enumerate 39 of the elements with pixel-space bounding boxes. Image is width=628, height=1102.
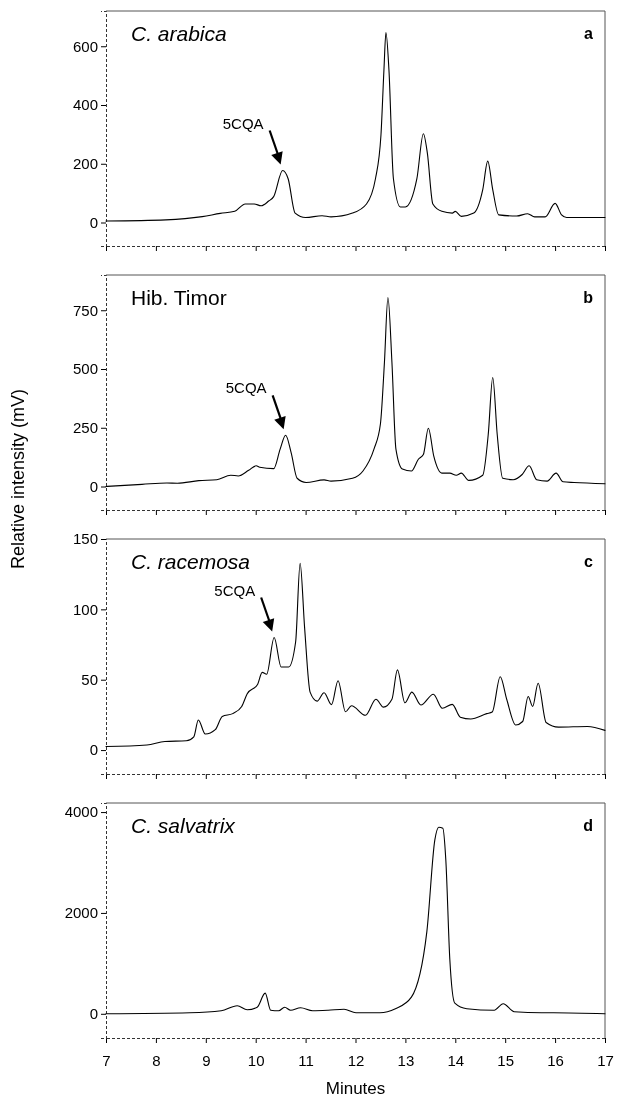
text: C. arabica xyxy=(131,22,227,45)
annotation: a xyxy=(584,25,594,42)
x-tick-label: 7 xyxy=(102,1051,111,1069)
y-tick-label: 150 xyxy=(72,530,98,548)
x-tick-label: 17 xyxy=(597,1051,614,1069)
y-tick-label: 0 xyxy=(89,741,98,759)
x-tick-label: 9 xyxy=(202,1051,211,1069)
y-tick-label: 500 xyxy=(72,360,98,378)
y-tick-label: 750 xyxy=(72,301,98,319)
text: Hib. Timor xyxy=(131,286,227,309)
y-tick-label: 2000 xyxy=(64,904,98,922)
annotation: b xyxy=(583,289,594,306)
x-tick-label: 14 xyxy=(447,1051,465,1069)
annotation: 5CQA xyxy=(225,379,267,397)
text: C. racemosa xyxy=(131,550,251,573)
y-tick-label: 50 xyxy=(81,671,98,689)
y-tick-label: 100 xyxy=(72,600,98,618)
y-tick-label: 0 xyxy=(89,213,98,231)
y-tick-label: 0 xyxy=(89,1005,98,1023)
x-tick-label: 16 xyxy=(547,1051,564,1069)
y-tick-label: 400 xyxy=(72,96,98,114)
y-tick-label: 250 xyxy=(72,419,98,437)
x-tick-label: 13 xyxy=(397,1051,415,1069)
x-axis-title: Minutes xyxy=(325,1079,386,1098)
annotation: 5CQA xyxy=(222,114,264,132)
annotation: c xyxy=(584,553,594,570)
x-tick-label: 11 xyxy=(298,1051,314,1069)
y-tick-label: 600 xyxy=(72,37,98,55)
y-tick-label: 0 xyxy=(89,477,98,495)
text: C. salvatrix xyxy=(131,814,237,837)
x-tick-label: 10 xyxy=(247,1051,265,1069)
x-tick-label: 8 xyxy=(152,1051,161,1069)
y-tick-label: 4000 xyxy=(64,803,98,821)
y-axis-title: Relative intensity (mV) xyxy=(8,388,28,570)
y-tick-label: 200 xyxy=(72,155,98,173)
x-tick-label: 15 xyxy=(497,1051,515,1069)
x-tick-label: 12 xyxy=(347,1051,365,1069)
annotation: d xyxy=(583,817,593,834)
annotation: 5CQA xyxy=(214,581,256,599)
